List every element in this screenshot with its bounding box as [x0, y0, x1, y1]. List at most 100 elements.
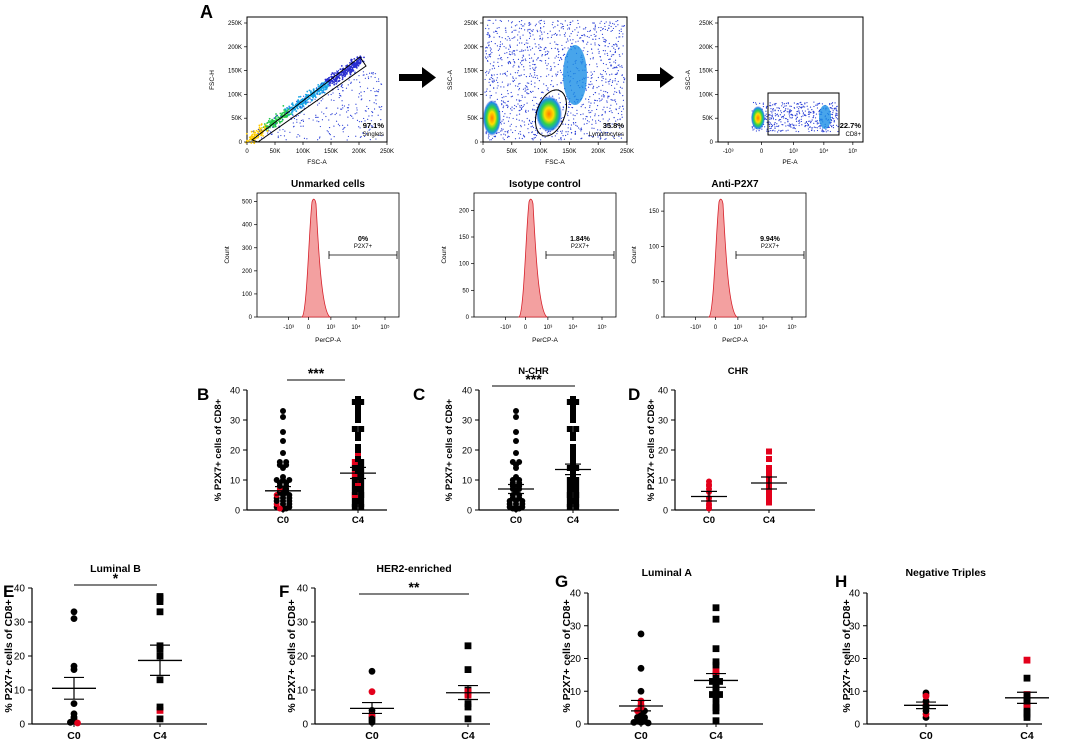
event-dot [610, 55, 613, 57]
event-dot [541, 54, 544, 56]
event-dot [759, 102, 761, 104]
event-dot [581, 104, 583, 106]
event-dot [270, 133, 272, 135]
event-dot [612, 80, 614, 82]
event-dot [798, 119, 800, 121]
event-dot [264, 126, 267, 129]
event-dot [532, 90, 534, 92]
event-dot [613, 117, 615, 119]
event-dot [495, 92, 497, 94]
event-dot [621, 53, 624, 55]
event-dot [831, 105, 834, 107]
histogram-title: Isotype control [509, 179, 581, 190]
event-dot [539, 30, 541, 32]
histogram-title: Unmarked cells [291, 179, 365, 190]
event-dot [560, 137, 562, 139]
event-dot [493, 87, 495, 89]
panel-letter: D [628, 385, 640, 404]
event-dot [790, 105, 792, 107]
event-dot [498, 131, 500, 134]
event-dot [603, 40, 605, 42]
event-dot [297, 99, 300, 101]
event-dot [582, 103, 585, 105]
event-dot [497, 85, 499, 87]
histogram-unmarked: Unmarked cells0%P2X7+0100200300400500-10… [224, 179, 400, 344]
event-dot [770, 123, 773, 125]
event-dot [376, 90, 378, 92]
event-dot [599, 55, 601, 58]
event-dot [535, 46, 537, 48]
event-dot [586, 116, 588, 118]
event-dot [310, 98, 312, 101]
event-dot [318, 102, 320, 104]
event-dot [520, 60, 523, 62]
event-dot [498, 36, 500, 38]
event-dot [552, 21, 554, 23]
data-point [358, 399, 365, 405]
event-dot [325, 115, 327, 118]
event-dot [524, 124, 526, 126]
event-dot [556, 133, 558, 135]
event-dot [484, 91, 486, 93]
event-dot [280, 134, 282, 137]
event-dot [533, 38, 535, 40]
event-dot [527, 110, 529, 112]
event-dot [367, 76, 369, 78]
event-dot [811, 119, 813, 121]
data-point [1023, 674, 1031, 682]
event-dot [274, 117, 277, 120]
y-tick-label: 0 [854, 720, 860, 731]
event-dot [811, 128, 813, 130]
event-dot [788, 115, 791, 117]
event-dot [284, 116, 286, 119]
y-tick-label: 20 [14, 652, 26, 663]
event-dot [359, 81, 361, 83]
event-dot [355, 61, 358, 63]
event-dot [605, 78, 607, 80]
event-dot [348, 79, 350, 81]
event-dot [531, 121, 534, 123]
event-dot [587, 86, 590, 88]
event-dot [486, 70, 488, 72]
event-dot [579, 26, 581, 28]
event-dot [489, 47, 491, 49]
data-point [513, 414, 519, 420]
x-axis-label-3: PE-A [782, 159, 798, 166]
event-dot [509, 54, 512, 56]
event-dot [611, 111, 613, 114]
event-dot [615, 43, 617, 45]
event-dot [836, 114, 838, 116]
event-dot [619, 55, 621, 57]
event-dot [599, 134, 601, 136]
event-dot [807, 124, 809, 126]
event-dot [504, 73, 507, 76]
data-point [712, 668, 720, 675]
event-dot [590, 81, 592, 83]
event-dot [518, 110, 520, 112]
x-tick-label: 10³ [327, 325, 336, 331]
event-dot [609, 74, 611, 76]
y-tick-label: 100 [649, 244, 660, 250]
event-dot [752, 129, 754, 131]
event-dot [245, 132, 248, 135]
event-dot [614, 99, 616, 101]
event-dot [548, 74, 550, 76]
event-dot [314, 95, 316, 98]
event-dot [602, 77, 604, 80]
data-point [358, 483, 365, 489]
event-dot [574, 133, 576, 135]
event-dot [614, 91, 616, 93]
event-dot [551, 47, 553, 50]
event-dot [531, 138, 533, 140]
event-dot [787, 124, 789, 126]
event-dot [337, 88, 339, 91]
x-tick-label: 10³ [734, 325, 743, 331]
y-tick-label: 250K [699, 21, 713, 27]
event-dot [374, 95, 377, 97]
event-dot [835, 109, 837, 111]
data-point [922, 697, 930, 705]
event-dot [813, 111, 815, 113]
data-point [712, 615, 720, 623]
event-dot [317, 83, 320, 86]
